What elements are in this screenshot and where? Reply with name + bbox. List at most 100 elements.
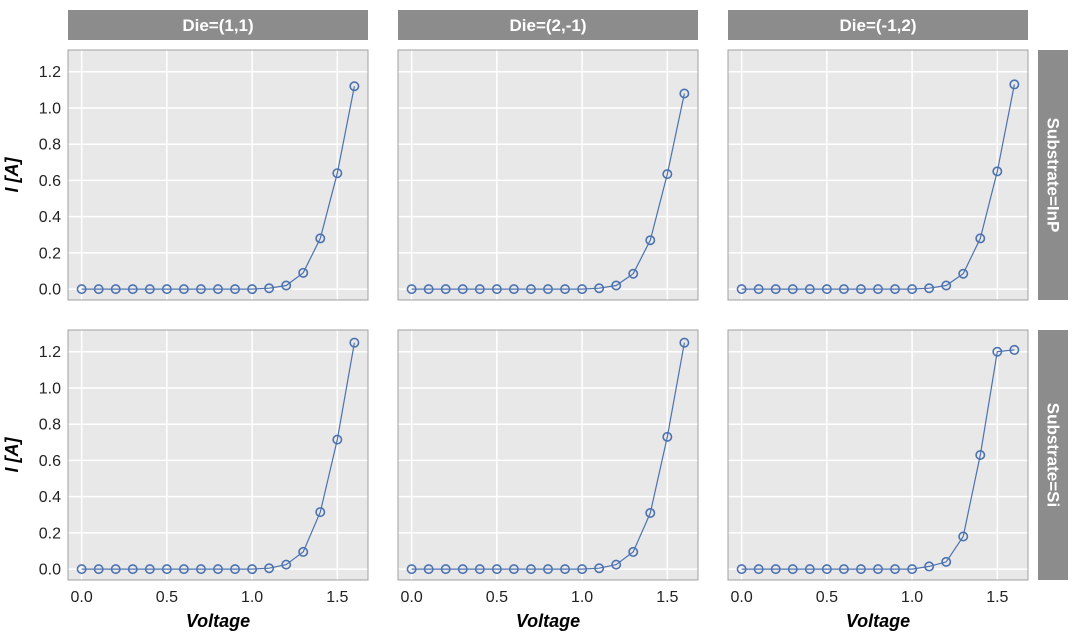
data-point xyxy=(645,235,656,246)
data-point xyxy=(230,284,241,295)
y-tick-label: 0.0 xyxy=(39,562,61,579)
data-point xyxy=(770,284,781,295)
row-facet-label: Substrate=InP xyxy=(1044,118,1063,233)
data-point xyxy=(1009,79,1020,90)
series-line xyxy=(411,93,685,290)
data-point xyxy=(213,284,224,295)
data-point xyxy=(924,283,935,294)
data-point xyxy=(890,564,901,575)
data-point xyxy=(161,564,172,575)
data-point xyxy=(958,268,969,279)
data-point xyxy=(941,556,952,567)
data-point xyxy=(406,284,417,295)
data-point xyxy=(594,283,605,294)
data-point xyxy=(127,564,138,575)
data-point xyxy=(298,267,309,278)
data-point xyxy=(195,284,206,295)
x-axis-title: Voltage xyxy=(516,611,580,631)
data-point xyxy=(247,564,258,575)
data-point xyxy=(770,564,781,575)
data-point xyxy=(628,268,639,279)
panel-r1-c0: 0.0 0.2 0.4 0.6 0.8 1.0 1.2 I [A] 0.0 0.5 1.0 1.5 Vo… xyxy=(2,329,369,631)
data-point xyxy=(76,284,87,295)
data-point xyxy=(423,564,434,575)
data-point xyxy=(679,337,690,348)
data-point xyxy=(645,507,656,518)
data-point xyxy=(195,564,206,575)
y-axis-title: I [A] xyxy=(2,157,22,193)
data-point xyxy=(662,431,673,442)
data-point xyxy=(440,284,451,295)
data-point xyxy=(577,284,588,295)
data-point xyxy=(975,233,986,244)
data-point xyxy=(662,169,673,180)
column-facet-label: Die=(-1,2) xyxy=(840,16,917,35)
data-point xyxy=(178,284,189,295)
column-facet-label: Die=(1,1) xyxy=(182,16,253,35)
y-tick-label: 0.2 xyxy=(39,525,61,542)
series-line xyxy=(741,349,1015,570)
panel-background xyxy=(68,50,368,300)
data-point xyxy=(594,563,605,574)
panel-background xyxy=(398,330,698,580)
data-point xyxy=(406,564,417,575)
column-facet-label: Die=(2,-1) xyxy=(510,16,587,35)
data-point xyxy=(508,284,519,295)
x-tick-label: 1.0 xyxy=(571,589,593,606)
data-point xyxy=(907,564,918,575)
column-strip-0 xyxy=(68,10,368,40)
series-line xyxy=(81,342,355,570)
data-point xyxy=(281,280,292,291)
y-tick-label: 1.2 xyxy=(39,344,61,361)
data-point xyxy=(457,564,468,575)
data-point xyxy=(178,564,189,575)
data-point xyxy=(804,284,815,295)
panel-background xyxy=(398,50,698,300)
panel-border xyxy=(67,49,369,301)
column-strip-1 xyxy=(398,10,698,40)
data-point xyxy=(247,284,258,295)
data-point xyxy=(440,564,451,575)
data-point xyxy=(992,166,1003,177)
data-point xyxy=(281,559,292,570)
series-line xyxy=(411,342,685,570)
data-point xyxy=(127,284,138,295)
data-point xyxy=(890,284,901,295)
data-point xyxy=(992,346,1003,357)
data-point xyxy=(93,564,104,575)
data-point xyxy=(93,284,104,295)
data-point xyxy=(491,284,502,295)
data-point xyxy=(736,564,747,575)
data-point xyxy=(213,564,224,575)
y-tick-label: 0.2 xyxy=(39,245,61,262)
data-point xyxy=(264,283,275,294)
data-point xyxy=(941,280,952,291)
x-tick-label: 0.5 xyxy=(816,589,838,606)
data-point xyxy=(753,564,764,575)
data-point xyxy=(264,563,275,574)
data-point xyxy=(332,434,343,445)
data-point xyxy=(508,564,519,575)
data-point xyxy=(560,564,571,575)
x-tick-label: 1.0 xyxy=(901,589,923,606)
panel-border xyxy=(727,329,1029,581)
x-tick-label: 0.5 xyxy=(486,589,508,606)
data-point xyxy=(144,284,155,295)
y-tick-label: 0.8 xyxy=(39,417,61,434)
y-tick-label: 1.0 xyxy=(39,100,61,117)
panel-r0-c1 xyxy=(397,49,699,301)
data-point xyxy=(753,284,764,295)
panel-r1-c2: 0.0 0.5 1.0 1.5 Voltage xyxy=(727,329,1029,631)
x-tick-label: 1.0 xyxy=(241,589,263,606)
data-point xyxy=(542,564,553,575)
panel-border xyxy=(67,329,369,581)
data-point xyxy=(787,284,798,295)
x-tick-label: 0.5 xyxy=(156,589,178,606)
y-tick-label: 1.0 xyxy=(39,380,61,397)
data-point xyxy=(628,546,639,557)
row-facet-label: Substrate=Si xyxy=(1044,403,1063,507)
data-point xyxy=(804,564,815,575)
panel-r1-c1: 0.0 0.5 1.0 1.5 Voltage xyxy=(397,329,699,631)
panel-border xyxy=(397,329,699,581)
x-tick-label: 0.0 xyxy=(71,589,93,606)
